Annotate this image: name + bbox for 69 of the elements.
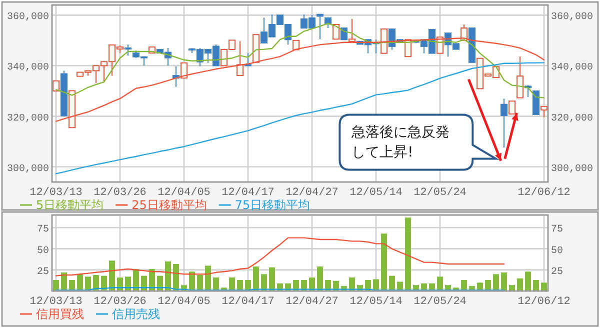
bar	[493, 274, 499, 291]
y2-tick-label: 320,000	[551, 113, 594, 124]
candlestick	[124, 44, 132, 56]
legend-label: 25日移動平均	[132, 198, 207, 212]
x-tick-label: 12/05/14	[350, 296, 403, 308]
x-tick-label: 12/05/24	[414, 187, 467, 199]
x-tick-label: 12/05/14	[350, 187, 403, 199]
y2-tick-label: 300,000	[551, 164, 594, 175]
y-tick-label: 300,000	[6, 164, 49, 175]
y-tick-label: 320,000	[6, 113, 49, 124]
line-series	[55, 237, 505, 276]
bar	[533, 280, 539, 291]
candlestick	[500, 98, 508, 148]
legend-label: 5日移動平均	[36, 198, 104, 212]
x-tick-label: 12/04/27	[286, 187, 338, 199]
x-tick-label: 12/04/17	[222, 296, 274, 308]
y-tick-label: 75	[36, 224, 49, 236]
candlestick	[324, 17, 332, 29]
bar	[437, 276, 443, 291]
bar	[53, 280, 59, 291]
x-tick-label: 12/03/26	[94, 187, 146, 199]
bar	[517, 278, 523, 291]
y2-tick-label: 360,000	[551, 12, 594, 24]
bar	[381, 234, 387, 291]
y2-tick-label: 50	[551, 246, 564, 257]
x-tick-label: 12/04/05	[158, 187, 210, 199]
bar	[85, 276, 91, 291]
y-tick-label: 25	[36, 266, 49, 278]
x-tick-label: 12/06/12	[518, 187, 570, 199]
candlestick	[516, 56, 524, 98]
bar	[317, 266, 323, 291]
bar	[405, 218, 411, 291]
candlestick	[508, 100, 516, 114]
x-tick-label: 12/04/27	[286, 296, 338, 308]
candlestick	[532, 90, 540, 115]
legend-label: 75日移動平均	[234, 198, 310, 212]
y-tick-label: 50	[36, 246, 49, 257]
bar	[509, 285, 515, 291]
y-tick-label: 340,000	[6, 62, 49, 74]
legend-label: 信用売残	[112, 307, 160, 321]
x-tick-label: 12/06/12	[518, 296, 570, 308]
x-tick-label: 12/04/17	[222, 187, 274, 199]
x-tick-label: 12/05/24	[414, 296, 467, 308]
annotation: 急落後に急反発して上昇!	[350, 124, 450, 161]
legend-label: 信用買残	[36, 307, 84, 321]
x-tick-label: 12/03/13	[30, 296, 82, 308]
y2-tick-label: 75	[551, 224, 564, 236]
bar	[501, 272, 507, 291]
candlestick	[180, 62, 188, 79]
bar	[253, 266, 259, 291]
line-series	[55, 62, 545, 174]
candlestick	[332, 24, 340, 40]
bar	[93, 274, 99, 291]
candlestick	[316, 14, 324, 40]
bar	[165, 261, 171, 291]
candlestick	[236, 40, 244, 76]
bar	[541, 282, 547, 291]
x-tick-label: 12/03/13	[30, 187, 82, 199]
bar	[109, 260, 115, 291]
x-tick-label: 12/03/26	[94, 296, 146, 308]
y-tick-label: 360,000	[6, 12, 49, 24]
bar	[525, 272, 531, 291]
y2-tick-label: 25	[551, 266, 564, 278]
bar	[197, 274, 203, 291]
y2-tick-label: 340,000	[551, 62, 594, 74]
bar	[269, 267, 275, 291]
bar	[125, 276, 131, 291]
bar	[205, 266, 211, 291]
x-tick-label: 12/04/05	[158, 296, 210, 308]
